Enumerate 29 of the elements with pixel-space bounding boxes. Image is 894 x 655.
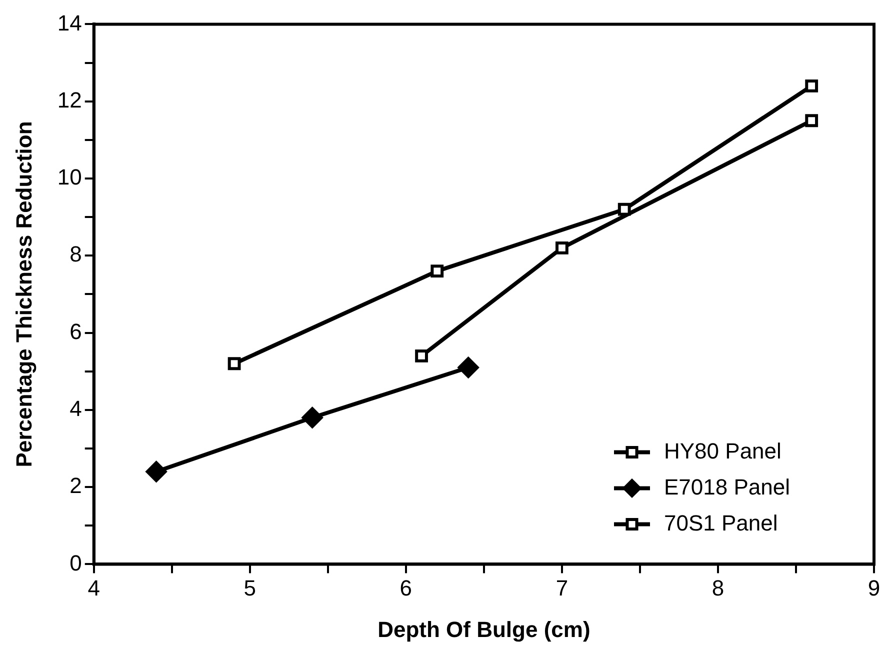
legend-label: HY80 Panel	[664, 438, 782, 464]
y-tick-label: 0	[70, 550, 82, 576]
point	[458, 356, 479, 378]
x-tick-label: 8	[712, 575, 724, 600]
point	[805, 79, 818, 92]
x-tick-label: 5	[244, 575, 256, 600]
x-axis-title: Depth Of Bulge (cm)	[378, 616, 590, 642]
point	[146, 461, 167, 482]
point	[228, 357, 241, 370]
x-tick-label: 6	[400, 575, 412, 600]
y-tick-label: 8	[70, 242, 82, 267]
y-tick-label: 2	[70, 473, 82, 498]
y-tick-label: 4	[70, 396, 82, 421]
legend-label: 70S1 Panel	[664, 510, 778, 536]
x-tick-label: 9	[868, 575, 880, 600]
point	[556, 241, 568, 254]
point	[430, 264, 444, 278]
x-tick-label: 4	[88, 575, 100, 600]
y-tick-label: 10	[57, 164, 82, 190]
point	[618, 202, 631, 216]
y-tick-label: 6	[70, 318, 82, 344]
point	[805, 114, 818, 128]
y-tick-label: 14	[57, 10, 82, 36]
point	[302, 407, 323, 428]
legend-label: E7018 Panel	[664, 474, 790, 500]
y-axis-title: Percentage Thickness Reduction	[11, 121, 36, 468]
x-tick-label: 7	[556, 575, 568, 600]
point	[415, 349, 428, 362]
y-tick-label: 12	[57, 87, 82, 112]
